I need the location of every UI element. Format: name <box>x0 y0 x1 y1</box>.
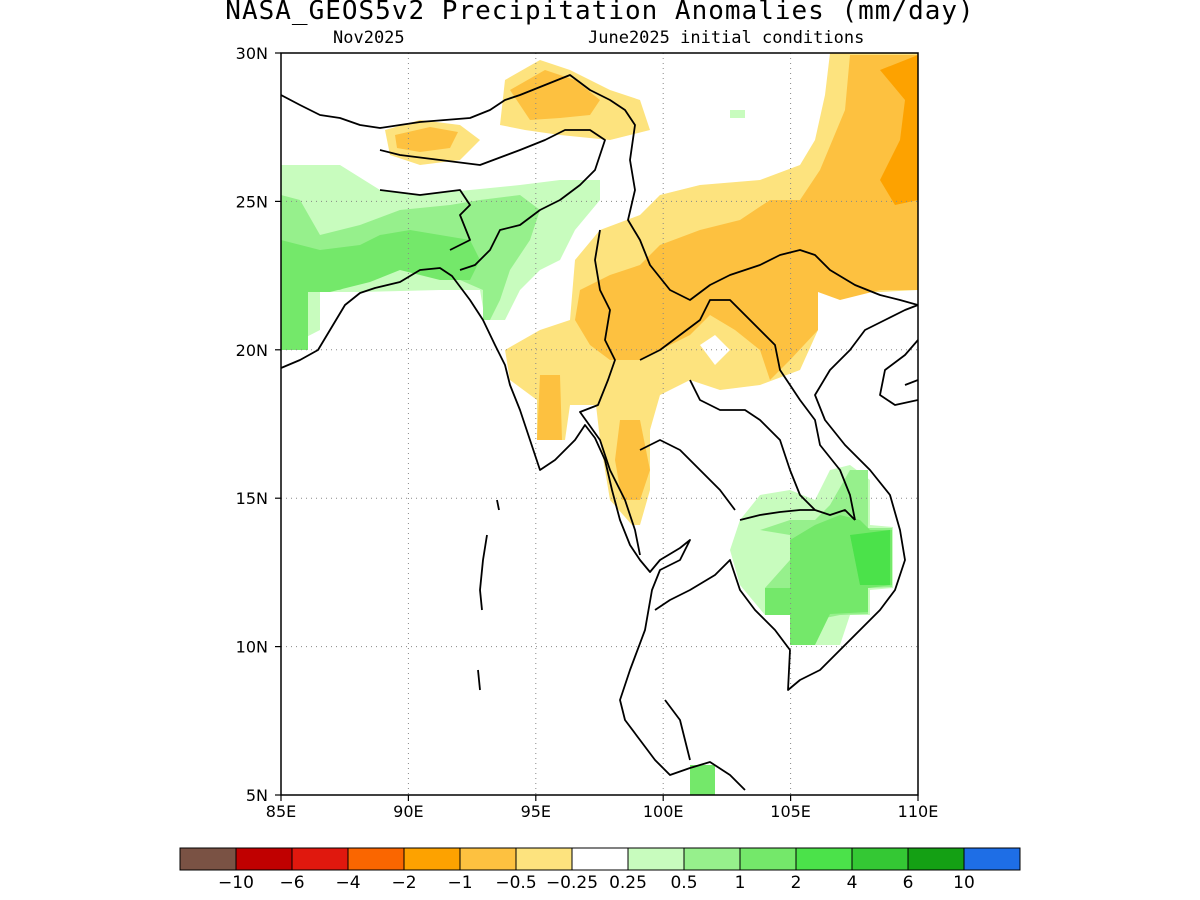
colorbar-swatch <box>571 847 629 871</box>
colorbar-swatch <box>291 847 349 871</box>
x-tick-label: 100E <box>643 802 684 821</box>
coastlines-and-borders <box>281 74 918 791</box>
colorbar-swatch <box>963 847 1021 871</box>
x-tick-label: 110E <box>898 802 939 821</box>
colorbar-labels: −10 −6 −4 −2 −1 −0.5 −0.25 0.25 0.5 1 2 4 6 10 <box>218 873 975 893</box>
colorbar-label: 6 <box>903 873 914 893</box>
x-axis-labels: 85E 90E 95E 100E 105E 110E <box>266 802 939 821</box>
y-axis-labels: 5N 10N 15N 20N 25N 30N <box>236 44 268 805</box>
plot-frame <box>280 52 919 796</box>
colorbar-swatch <box>403 847 461 871</box>
colorbar-swatch <box>179 847 237 871</box>
colorbar-swatch <box>907 847 965 871</box>
colorbar <box>179 847 1021 871</box>
colorbar-swatch <box>459 847 517 871</box>
colorbar-label: 4 <box>847 873 858 893</box>
gridlines <box>281 53 918 795</box>
colorbar-swatch <box>739 847 797 871</box>
colorbar-label: 0.25 <box>609 873 647 893</box>
x-tick-label: 105E <box>770 802 811 821</box>
y-tick-label: 5N <box>246 786 268 805</box>
colorbar-swatch <box>851 847 909 871</box>
colorbar-label: −6 <box>279 873 304 893</box>
colorbar-label: −2 <box>391 873 416 893</box>
colorbar-swatch <box>235 847 293 871</box>
y-tick-label: 30N <box>236 44 268 63</box>
tick-marks <box>275 52 919 801</box>
colorbar-label: 1 <box>735 873 746 893</box>
initial-conditions-label: June2025 initial conditions <box>588 28 865 48</box>
colorbar-label: 10 <box>953 873 975 893</box>
colorbar-label: −0.5 <box>495 873 536 893</box>
map-title: NASA_GEOS5v2 Precipitation Anomalies (mm… <box>225 0 975 26</box>
colorbar-label: −10 <box>218 873 254 893</box>
colorbar-label: −1 <box>447 873 472 893</box>
colorbar-label: 0.5 <box>670 873 697 893</box>
forecast-month-label: Nov2025 <box>333 28 405 48</box>
colorbar-label: 2 <box>791 873 802 893</box>
y-tick-label: 25N <box>236 192 268 211</box>
colorbar-label: −0.25 <box>546 873 598 893</box>
colorbar-swatch <box>627 847 685 871</box>
y-tick-label: 15N <box>236 489 268 508</box>
anomaly-shading <box>281 53 918 795</box>
colorbar-label: −4 <box>335 873 360 893</box>
x-tick-label: 85E <box>266 802 296 821</box>
y-tick-label: 10N <box>236 638 268 657</box>
colorbar-swatch <box>515 847 573 871</box>
x-tick-label: 90E <box>393 802 423 821</box>
colorbar-swatch <box>795 847 853 871</box>
x-tick-label: 95E <box>521 802 551 821</box>
colorbar-swatch <box>347 847 405 871</box>
y-tick-label: 20N <box>236 341 268 360</box>
colorbar-swatch <box>683 847 741 871</box>
